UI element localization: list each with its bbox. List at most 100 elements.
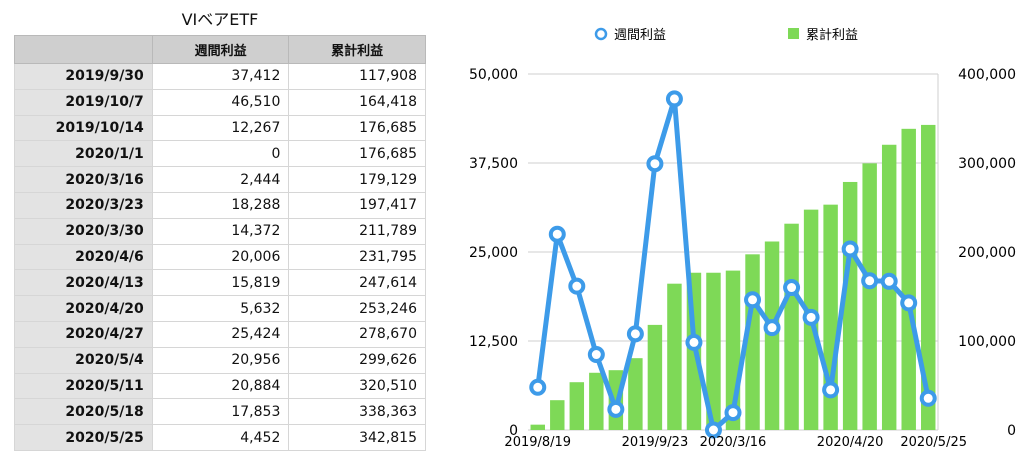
- data-point: [685, 333, 703, 351]
- bar: [706, 272, 721, 430]
- row-weekly: 20,956: [151, 346, 290, 374]
- data-point: [607, 400, 625, 418]
- row-total: 247,614: [288, 269, 426, 297]
- table-row: 2020/5/4 20,956 299,626: [14, 346, 426, 374]
- right-axis: 0 100,000 200,000 300,000 400,000: [958, 67, 1016, 439]
- bar: [667, 283, 682, 430]
- row-weekly: 15,819: [151, 269, 290, 297]
- data-point: [646, 155, 664, 173]
- data-point: [861, 272, 879, 290]
- data-point: [783, 279, 801, 297]
- header-weekly: 週間利益: [151, 35, 290, 64]
- bar: [589, 372, 604, 430]
- table-row: 2020/3/23 18,288 197,417: [14, 191, 426, 219]
- x-tick-label: 2019/8/19: [504, 435, 571, 450]
- bar: [842, 181, 858, 430]
- row-date: 2020/3/23: [14, 191, 153, 219]
- legend-weekly-marker: [594, 27, 608, 41]
- row-total: 338,363: [288, 398, 426, 426]
- y-left-tick-label: 12,500: [469, 334, 518, 350]
- row-date: 2020/5/4: [14, 346, 153, 374]
- bar: [901, 128, 916, 430]
- row-weekly: 14,372: [151, 217, 290, 245]
- bar: [550, 400, 565, 430]
- y-left-tick-label: 50,000: [469, 67, 518, 83]
- row-weekly: 17,853: [151, 398, 290, 426]
- row-weekly: 20,884: [151, 372, 290, 400]
- row-total: 117,908: [288, 63, 426, 90]
- row-date: 2020/3/16: [14, 166, 153, 193]
- data-point: [802, 308, 820, 326]
- table-row: 2020/4/27 25,424 278,670: [14, 320, 426, 348]
- legend-total-marker: [788, 28, 799, 39]
- row-weekly: 5,632: [151, 295, 290, 322]
- row-date: 2020/4/6: [14, 243, 153, 271]
- row-total: 211,789: [288, 217, 426, 245]
- table-row: 2019/10/14 12,267 176,685: [14, 114, 426, 142]
- data-point: [548, 225, 566, 243]
- bar: [569, 382, 585, 430]
- x-tick-label: 2020/3/16: [700, 435, 767, 450]
- table-title: VIベアETF: [181, 10, 259, 29]
- bar: [647, 324, 663, 430]
- row-date: 2019/10/14: [14, 114, 153, 142]
- table-row: 2020/4/20 5,632 253,246: [14, 295, 426, 322]
- row-date: 2020/4/27: [14, 320, 153, 348]
- row-total: 176,685: [288, 140, 426, 168]
- row-total: 164,418: [288, 88, 426, 116]
- row-date: 2020/5/11: [14, 372, 153, 400]
- row-date: 2019/9/30: [14, 63, 153, 90]
- y-right-tick-label: 0: [1007, 423, 1016, 439]
- row-total: 179,129: [288, 166, 426, 193]
- weekly-line: [529, 90, 937, 439]
- row-total: 231,795: [288, 243, 426, 271]
- row-total: 253,246: [288, 295, 426, 322]
- row-weekly: 46,510: [151, 88, 290, 116]
- row-weekly: 4,452: [151, 424, 290, 451]
- row-weekly: 0: [151, 140, 290, 168]
- table-header-row: 週間利益 累計利益: [14, 35, 426, 64]
- legend-total-label: 累計利益: [806, 27, 858, 43]
- x-tick-label: 2020/4/20: [817, 435, 884, 450]
- y-right-tick-label: 400,000: [958, 67, 1016, 83]
- row-date: 2020/5/18: [14, 398, 153, 426]
- data-point: [744, 291, 762, 309]
- bar: [628, 358, 643, 430]
- row-date: 2020/5/25: [14, 424, 153, 451]
- data-point: [704, 421, 722, 439]
- bar: [921, 124, 936, 431]
- data-point: [665, 90, 683, 108]
- y-right-tick-label: 100,000: [958, 334, 1016, 350]
- row-date: 2020/4/13: [14, 269, 153, 297]
- row-total: 176,685: [288, 114, 426, 142]
- table-row: 2020/5/18 17,853 338,363: [14, 398, 426, 426]
- bar: [862, 163, 877, 430]
- y-left-tick-label: 0: [509, 423, 518, 439]
- row-weekly: 20,006: [151, 243, 290, 271]
- data-point: [822, 381, 840, 399]
- profit-table: 週間利益 累計利益 2019/9/30 37,412 117,908 2019/10/…: [14, 35, 426, 451]
- table-row: 2019/9/30 37,412 117,908: [14, 63, 426, 90]
- y-right-tick-label: 300,000: [958, 156, 1016, 172]
- table-row: 2020/4/13 15,819 247,614: [14, 269, 426, 297]
- table-row: 2019/10/7 46,510 164,418: [14, 88, 426, 116]
- data-point: [587, 346, 605, 364]
- data-point: [763, 319, 781, 337]
- bar: [784, 223, 799, 430]
- row-date: 2020/4/20: [14, 295, 153, 322]
- profit-chart: 週間利益 累計利益 0 12,500 25,000 37,500 50,000 0 100…: [469, 27, 1016, 450]
- table-row: 2020/3/16 2,444 179,129: [14, 166, 426, 193]
- left-axis: 0 12,500 25,000 37,500 50,000: [469, 67, 518, 439]
- table-row: 2020/5/25 4,452 342,815: [14, 424, 426, 451]
- row-weekly: 25,424: [151, 320, 290, 348]
- row-total: 278,670: [288, 320, 426, 348]
- header-total: 累計利益: [288, 35, 426, 64]
- row-total: 342,815: [288, 424, 426, 451]
- x-tick-label: 2020/5/25: [900, 435, 967, 450]
- data-point: [880, 272, 898, 290]
- row-total: 197,417: [288, 191, 426, 219]
- y-left-tick-label: 25,000: [469, 245, 518, 261]
- table-row: 2020/5/11 20,884 320,510: [14, 372, 426, 400]
- data-point: [724, 404, 742, 422]
- data-point: [626, 325, 644, 343]
